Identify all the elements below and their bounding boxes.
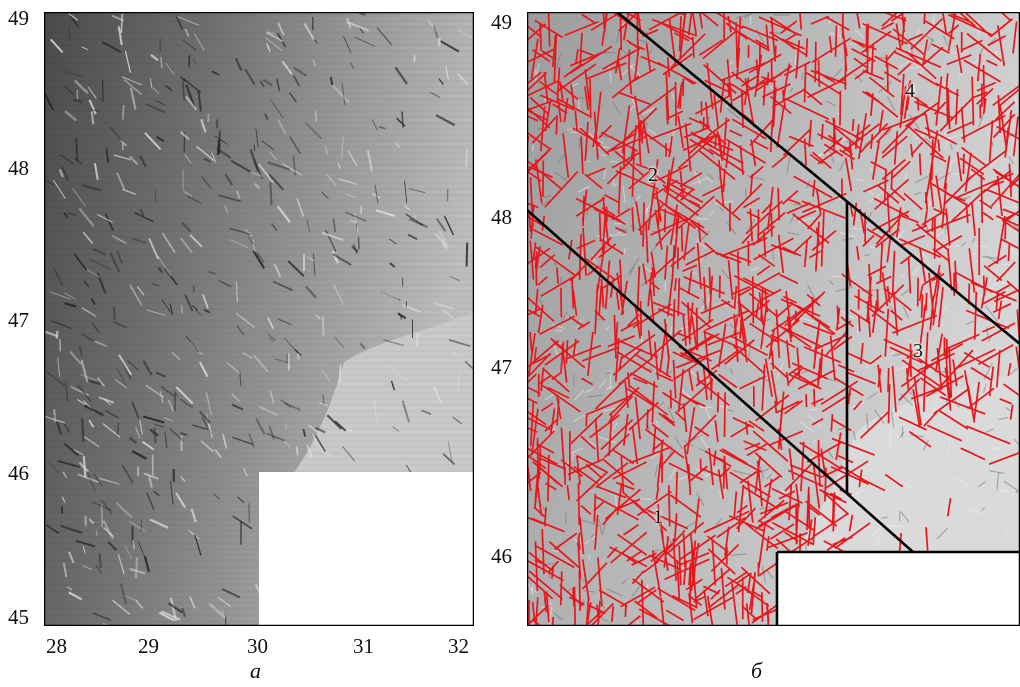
zone-label-4: 4 <box>905 80 915 102</box>
zone-label-1: 1 <box>653 506 663 528</box>
lat-tick-48: 48 <box>8 156 29 180</box>
lineament-map-panel-b: 1 2 3 4 <box>527 12 1020 626</box>
sea-area <box>777 372 1020 572</box>
lat-tick-48: 48 <box>491 205 512 229</box>
lat-tick-49: 49 <box>8 6 29 30</box>
lat-tick-45: 45 <box>8 605 29 629</box>
zone-label-2: 2 <box>648 164 658 186</box>
no-data-area <box>777 552 1020 626</box>
lon-tick-29: 29 <box>138 634 159 658</box>
panel-a-caption: а <box>250 658 261 683</box>
zone-boundaries <box>527 12 1020 553</box>
lon-tick-31: 31 <box>353 634 374 658</box>
lon-tick-28: 28 <box>46 634 67 658</box>
no-data-area <box>259 472 474 626</box>
panel-b-caption: б <box>751 658 763 683</box>
lat-tick-49: 49 <box>491 10 512 34</box>
zone-label-3: 3 <box>913 340 923 362</box>
lat-tick-46: 46 <box>491 544 512 568</box>
map-frame <box>44 12 474 626</box>
lat-tick-47: 47 <box>8 308 29 332</box>
boundary-line-1-2 <box>527 209 914 553</box>
relief-map-panel-a <box>44 12 474 626</box>
lon-tick-30: 30 <box>247 634 268 658</box>
lon-tick-32: 32 <box>448 634 469 658</box>
lat-tick-46: 46 <box>8 461 29 485</box>
boundary-line-2-4 <box>616 12 1020 346</box>
lineaments <box>527 12 1020 626</box>
lat-tick-47: 47 <box>491 355 512 379</box>
